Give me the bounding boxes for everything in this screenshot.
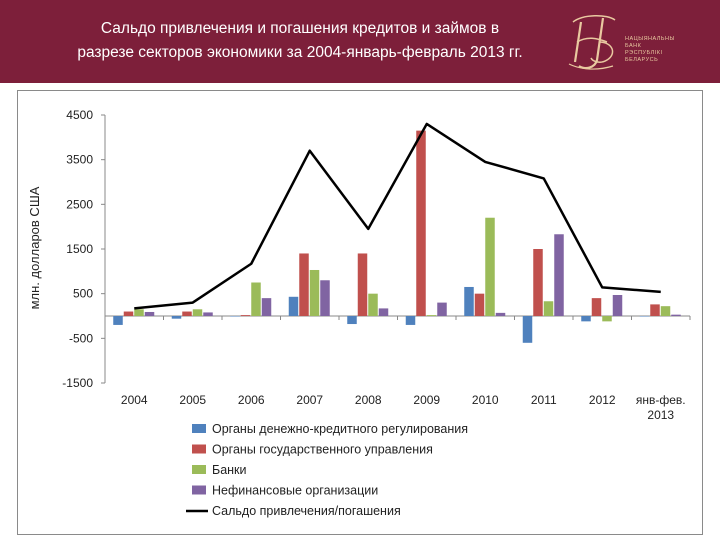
bank-logo: НАЦЫЯНАЛЬНЫ БАНК РЭСПУБЛІКІ БЕЛАРУСЬ (563, 12, 703, 74)
title-line-2: разрезе секторов экономики за 2004-январ… (77, 44, 523, 61)
legend-swatch (192, 424, 206, 433)
bar (123, 311, 134, 316)
bar (251, 282, 261, 316)
bar (522, 316, 533, 343)
y-tick-label: 500 (73, 287, 93, 301)
x-tick-label: янв-фев. 2013 (636, 393, 686, 422)
y-tick-label: -500 (69, 331, 93, 345)
bar (581, 316, 591, 322)
bar (495, 312, 506, 316)
bar (192, 309, 203, 316)
legend-swatch (192, 444, 206, 454)
bank-name-text: НАЦЫЯНАЛЬНЫ БАНК РЭСПУБЛІКІ БЕЛАРУСЬ (625, 36, 675, 63)
bar (113, 316, 123, 325)
x-tick-label: 2012 (589, 393, 616, 407)
bar (437, 302, 447, 316)
bar (134, 309, 144, 316)
legend-label: Органы государственного управления (212, 443, 433, 457)
bar (533, 249, 543, 316)
bar (230, 316, 240, 317)
bar (309, 269, 320, 316)
bar (485, 217, 495, 316)
x-tick-label: 2008 (355, 393, 382, 407)
bar (405, 316, 416, 325)
bar (288, 296, 299, 316)
y-axis-title: млн. долларов США (27, 186, 42, 309)
bar (203, 312, 213, 316)
balance-line-path (134, 122, 661, 310)
y-tick-label: 1500 (66, 242, 93, 256)
bar (416, 130, 426, 316)
legend-label: Банки (212, 463, 247, 477)
bar (347, 316, 357, 325)
chart-frame (17, 90, 703, 535)
bar (639, 316, 650, 317)
y-axis-label: млн. долларов США (27, 186, 42, 309)
x-tick-label: 2006 (238, 393, 265, 407)
legend-swatch (192, 465, 206, 474)
header-banner: Сальдо привлечения и погашения кредитов … (0, 0, 720, 83)
bar (426, 315, 437, 316)
bar (671, 314, 681, 316)
page-title: Сальдо привлечения и погашения кредитов … (20, 17, 580, 65)
legend-label: Нефинансовые организации (212, 484, 378, 498)
bar (464, 286, 474, 316)
bar (368, 293, 378, 316)
axes: 4500 3500 2500 1500 500 -500 -1500 2004 2005 2006… (62, 108, 691, 422)
bar (240, 315, 251, 316)
bar (554, 234, 564, 316)
bank-monogram-icon (568, 15, 616, 70)
bar (357, 253, 368, 316)
y-tick-label: -1500 (62, 376, 93, 390)
bar (182, 311, 192, 316)
legend-label: Органы денежно-кредитного регулирования (212, 422, 468, 436)
x-tick-label: 2007 (296, 393, 323, 407)
bar (602, 316, 612, 322)
x-tick-label: 2004 (121, 393, 148, 407)
legend: Органы денежно-кредитного регулирования О… (186, 422, 468, 518)
bars (113, 130, 681, 343)
bar (660, 306, 671, 316)
bar (543, 301, 554, 316)
title-line-1: Сальдо привлечения и погашения кредитов … (100, 20, 500, 37)
y-tick-label: 4500 (66, 108, 93, 122)
bar (261, 298, 272, 316)
legend-swatch (192, 485, 206, 495)
bar (144, 311, 155, 316)
x-tick-label: 2010 (472, 393, 499, 407)
bar (591, 298, 602, 316)
bar (474, 293, 485, 316)
x-tick-label: 2011 (531, 393, 557, 407)
bar (650, 304, 660, 316)
legend-label: Сальдо привлечения/погашения (212, 504, 401, 518)
y-tick-label: 3500 (66, 153, 93, 167)
y-tick-label: 2500 (66, 197, 93, 211)
x-tick-label: 2009 (413, 393, 440, 407)
bar (171, 316, 182, 319)
bar (378, 308, 389, 316)
bar (299, 253, 309, 316)
bar (612, 295, 623, 316)
x-tick-label: 2005 (179, 393, 206, 407)
bar (320, 280, 330, 316)
balance-line (134, 122, 661, 310)
